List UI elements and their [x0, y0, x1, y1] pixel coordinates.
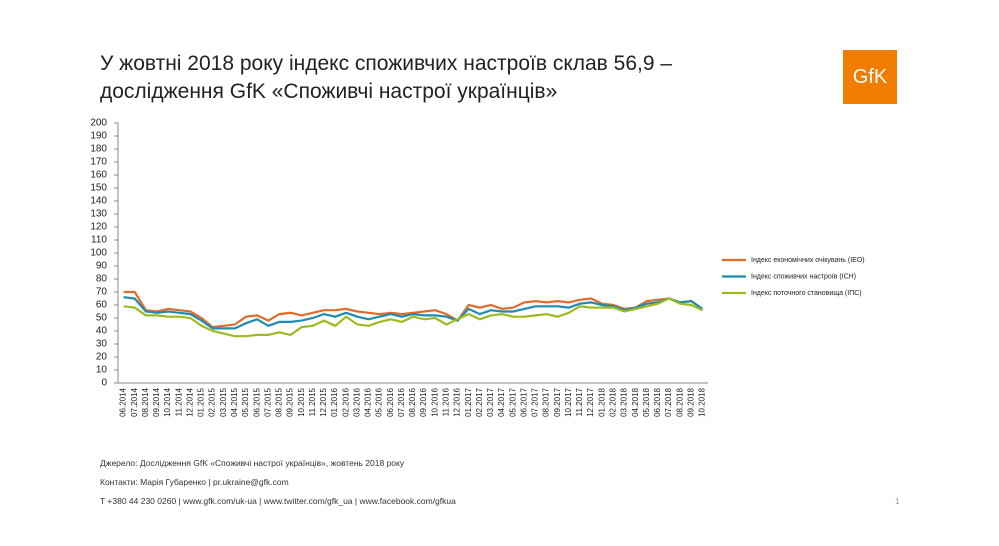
y-tick-label: 150 — [90, 183, 107, 194]
x-tick-label: 09.2018 — [686, 387, 695, 416]
legend-label: Індекс поточного становища (ІПС) — [751, 290, 862, 297]
x-tick-label: 02.2015 — [208, 387, 217, 416]
legend-label: Індекс економічних очікувань (ІЕО) — [751, 256, 865, 264]
y-tick-label: 70 — [96, 287, 108, 298]
x-tick-label: 11.2017 — [575, 387, 584, 416]
x-tick-label: 07.2016 — [397, 387, 406, 416]
y-tick-label: 110 — [91, 235, 107, 246]
y-tick-label: 190 — [90, 131, 107, 142]
footer-source: Джерело: Дослідження GfK «Споживчі настр… — [100, 458, 405, 468]
y-tick-label: 90 — [96, 261, 108, 272]
x-tick-label: 09.2015 — [286, 387, 295, 416]
title-line: У жовтні 2018 року індекс споживчих наст… — [100, 52, 672, 75]
x-tick-label: 08.2016 — [408, 387, 417, 416]
footer-links: T +380 44 230 0260 | www.gfk.com/uk-ua |… — [100, 496, 456, 506]
x-tick-label: 04.2018 — [631, 387, 640, 416]
x-tick-label: 01.2015 — [197, 387, 206, 416]
x-tick-label: 10.2015 — [297, 387, 306, 416]
x-tick-label: 05.2017 — [508, 387, 517, 416]
x-tick-label: 01.2016 — [330, 387, 339, 416]
x-tick-label: 11.2014 — [174, 387, 183, 416]
y-tick-label: 170 — [90, 157, 107, 168]
x-tick-label: 02.2016 — [341, 387, 350, 416]
x-tick-label: 04.2015 — [230, 387, 239, 416]
series-line — [123, 290, 704, 329]
x-tick-label: 12.2015 — [319, 387, 328, 416]
x-tick-label: 10.2018 — [698, 387, 707, 416]
x-tick-label: 06.2018 — [653, 387, 662, 416]
y-tick-label: 30 — [96, 339, 108, 350]
y-tick-label: 180 — [90, 144, 107, 155]
x-tick-label: 08.2018 — [675, 387, 684, 416]
x-tick-label: 07.2018 — [664, 387, 673, 416]
y-tick-label: 10 — [96, 365, 108, 376]
x-tick-label: 01.2017 — [464, 387, 473, 416]
y-tick-label: 40 — [96, 326, 108, 337]
x-tick-label: 09.2016 — [419, 387, 428, 416]
y-tick-label: 60 — [96, 300, 108, 311]
y-tick-label: 200 — [90, 118, 107, 129]
x-tick-label: 03.2018 — [620, 387, 629, 416]
x-tick-label: 05.2018 — [642, 387, 651, 416]
x-tick-label: 05.2015 — [241, 387, 250, 416]
y-tick-label: 50 — [96, 313, 108, 324]
x-tick-label: 10.2017 — [564, 387, 573, 416]
x-tick-label: 06.2017 — [519, 387, 528, 416]
y-tick-label: 100 — [90, 248, 107, 259]
legend-label: Індекс споживчих настроїв (ІСН) — [751, 273, 856, 280]
x-tick-label: 12.2017 — [586, 387, 595, 416]
x-tick-label: 08.2014 — [141, 387, 150, 416]
x-tick-label: 11.2016 — [442, 387, 451, 416]
x-tick-label: 06.2015 — [252, 387, 261, 416]
x-tick-label: 06.2016 — [386, 387, 395, 416]
page-number: 1 — [895, 496, 900, 506]
logo: GfK — [853, 66, 888, 88]
x-tick-label: 07.2014 — [130, 387, 139, 416]
x-tick-label: 12.2016 — [453, 387, 462, 416]
title-line: дослідження GfK «Споживчі настрої україн… — [100, 80, 557, 103]
footer-contacts: Контакти: Марія Губаренко | pr.ukraine@g… — [100, 477, 289, 487]
x-tick-label: 07.2015 — [263, 387, 272, 416]
x-tick-label: 12.2014 — [185, 387, 194, 416]
y-tick-label: 20 — [96, 352, 108, 363]
y-tick-label: 160 — [90, 170, 107, 181]
x-tick-label: 02.2017 — [475, 387, 484, 416]
y-tick-label: 0 — [101, 378, 107, 389]
x-tick-label: 03.2017 — [486, 387, 495, 416]
series-line — [123, 296, 704, 330]
x-tick-label: 08.2017 — [542, 387, 551, 416]
x-tick-label: 09.2014 — [152, 387, 161, 416]
x-tick-label: 02.2018 — [608, 387, 617, 416]
x-tick-label: 03.2016 — [352, 387, 361, 416]
y-tick-label: 130 — [90, 209, 107, 220]
x-tick-label: 09.2017 — [553, 387, 562, 416]
logo-box — [843, 50, 897, 104]
x-tick-label: 03.2015 — [219, 387, 228, 416]
x-tick-label: 04.2016 — [364, 387, 373, 416]
x-tick-label: 11.2015 — [308, 387, 317, 416]
x-tick-label: 01.2018 — [597, 387, 606, 416]
x-tick-label: 08.2015 — [275, 387, 284, 416]
series-line — [123, 297, 703, 338]
x-tick-label: 06.2014 — [119, 387, 128, 416]
x-tick-label: 04.2017 — [497, 387, 506, 416]
x-tick-label: 10.2016 — [430, 387, 439, 416]
x-tick-label: 10.2014 — [163, 387, 172, 416]
x-tick-label: 07.2017 — [531, 387, 540, 416]
x-tick-label: 05.2016 — [375, 387, 384, 416]
y-tick-label: 120 — [90, 222, 107, 233]
y-tick-label: 140 — [90, 196, 107, 207]
y-tick-label: 80 — [96, 274, 108, 285]
